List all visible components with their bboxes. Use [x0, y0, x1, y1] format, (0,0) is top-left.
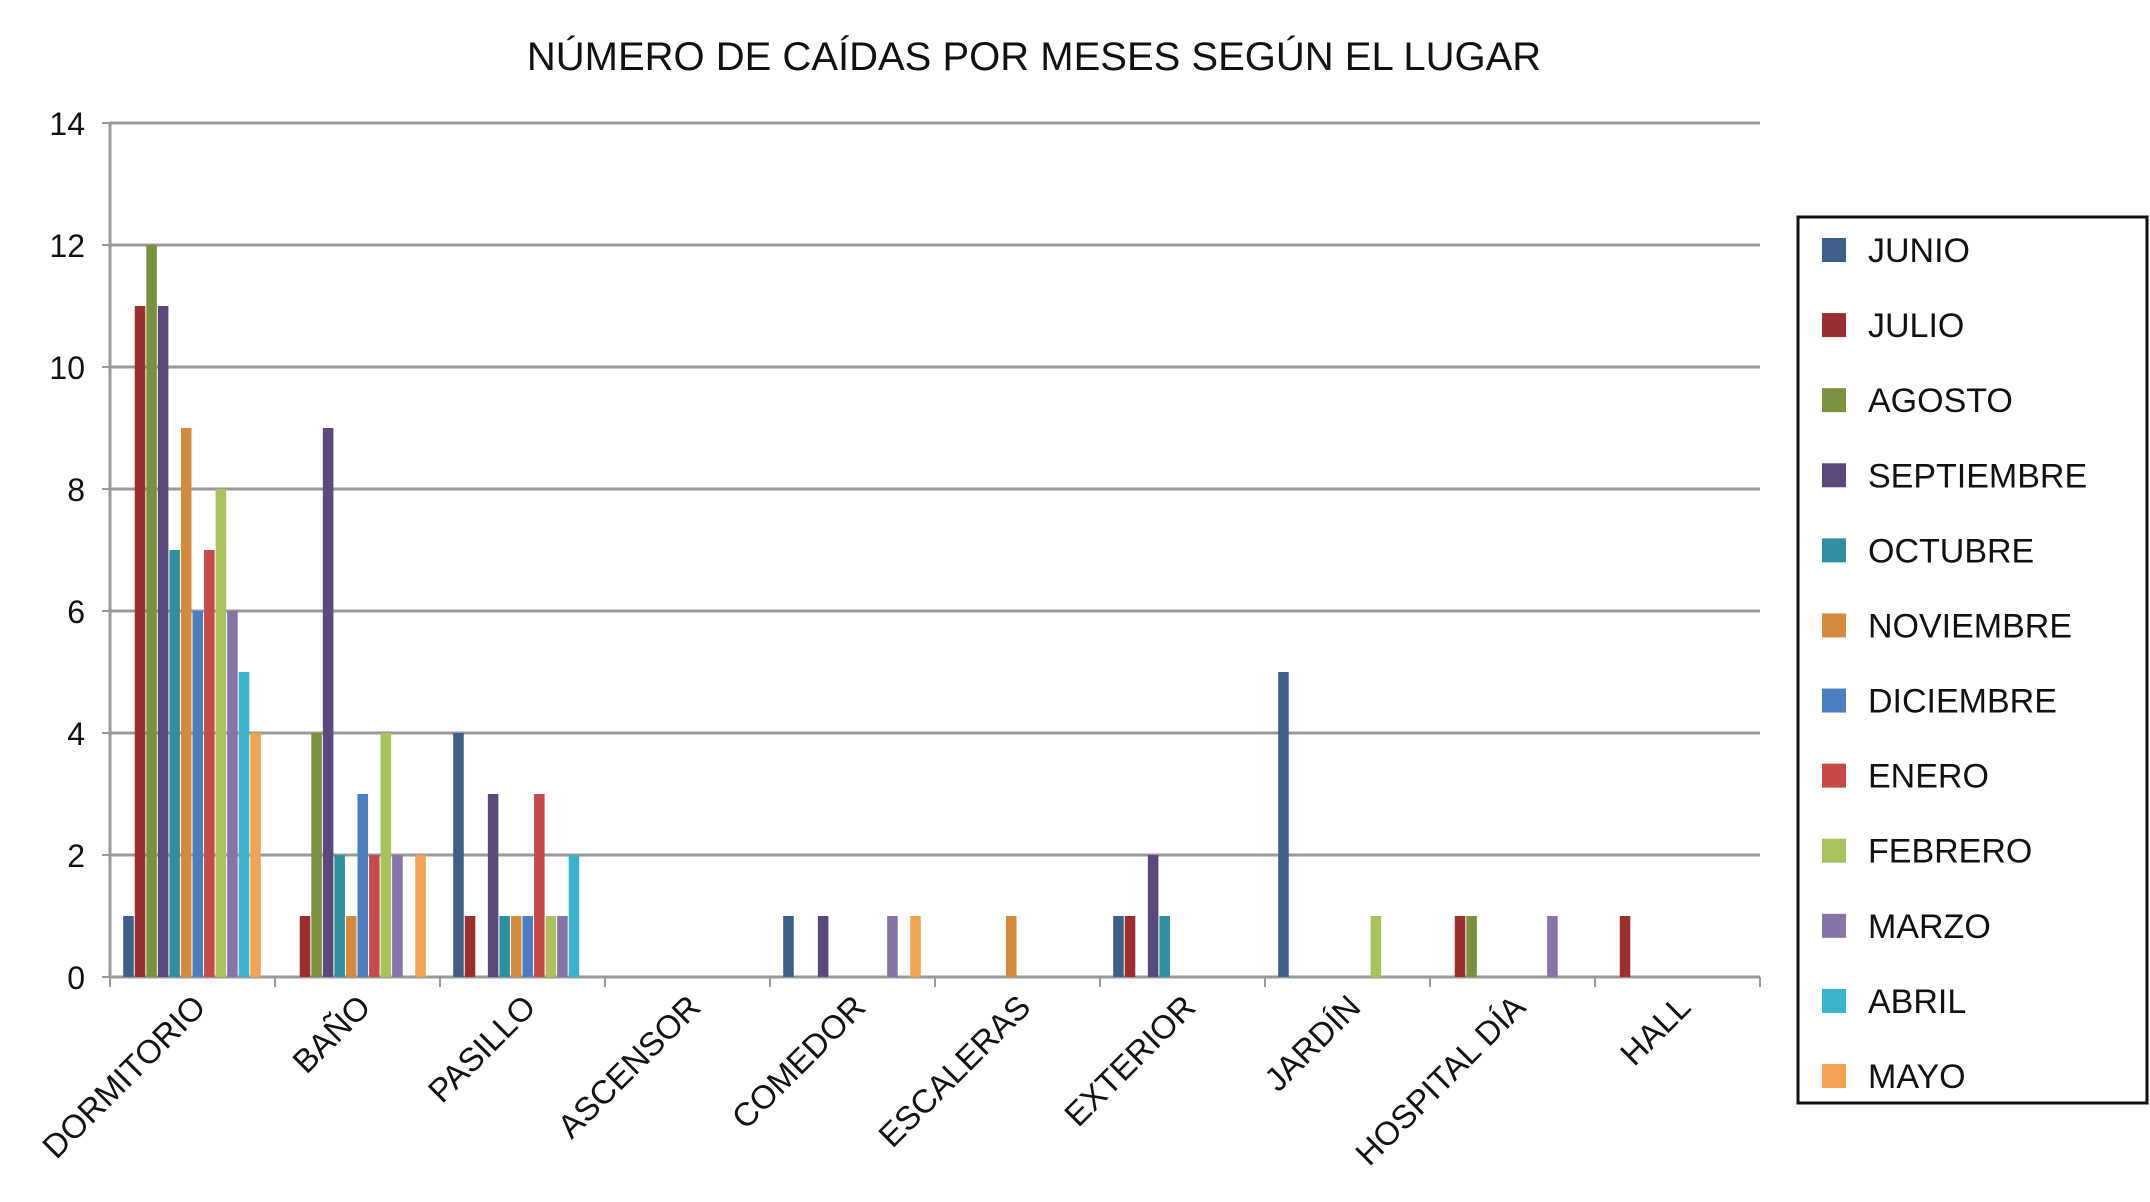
bar [204, 550, 215, 977]
bar [568, 855, 580, 977]
legend-swatch [1822, 313, 1846, 338]
bar [1619, 916, 1631, 977]
bar [192, 611, 204, 977]
bar [392, 855, 403, 977]
bar [1466, 916, 1477, 977]
y-tick-labels: 0 2 4 6 8 10 12 14 [49, 106, 110, 996]
legend-box [1796, 215, 2149, 1105]
bar [1547, 916, 1558, 977]
bar [1124, 916, 1136, 977]
legend-label: ENERO [1868, 758, 1989, 796]
bar [487, 794, 499, 977]
bar [238, 672, 250, 977]
bar [250, 733, 261, 977]
bar [1005, 916, 1017, 977]
bar [817, 916, 829, 977]
bar [522, 916, 534, 977]
bar [169, 550, 180, 977]
legend-swatch [1822, 838, 1846, 863]
legend-label: FEBRERO [1868, 833, 2032, 871]
bar [783, 916, 794, 977]
bar [1370, 916, 1382, 977]
legend-label: MAYO [1868, 1058, 1966, 1096]
bar [1278, 672, 1289, 977]
legend-swatch [1822, 388, 1846, 413]
y-tick-label: 2 [67, 838, 85, 874]
bar-group [123, 245, 1631, 977]
bar [227, 611, 238, 977]
bar [322, 428, 334, 977]
legend: JUNIO JULIO AGOSTO SEPTIEMBRE OCTUBRE NOVIEMB… [1796, 215, 2149, 1105]
bar [887, 916, 898, 977]
legend-label: JUNIO [1868, 232, 1970, 270]
legend-swatch [1822, 988, 1846, 1013]
bar [311, 733, 322, 977]
y-tick-label: 10 [49, 350, 85, 386]
bar [157, 306, 169, 977]
y-tick-label: 4 [67, 716, 85, 752]
bar [334, 855, 345, 977]
y-tick-label: 0 [67, 960, 85, 996]
legend-swatch [1822, 238, 1846, 262]
bar [453, 733, 464, 977]
legend-label: MARZO [1868, 908, 1991, 946]
bar [1159, 916, 1170, 977]
bar [357, 794, 369, 977]
bar [534, 794, 545, 977]
chart-title: NÚMERO DE CAÍDAS POR MESES SEGÚN EL LUGA… [527, 34, 1541, 79]
y-tick-label: 8 [67, 472, 85, 508]
legend-label: JULIO [1868, 307, 1964, 345]
bar [146, 245, 157, 977]
bar [1147, 855, 1159, 977]
legend-swatch [1822, 763, 1846, 788]
legend-label: OCTUBRE [1868, 532, 2034, 570]
bar [345, 916, 357, 977]
legend-swatch [1822, 1064, 1846, 1088]
bar [464, 916, 476, 977]
bar [499, 916, 510, 977]
legend-label: DICIEMBRE [1868, 683, 2057, 721]
bar [1454, 916, 1466, 977]
bar [557, 916, 568, 977]
bar [123, 916, 134, 977]
legend-swatch [1822, 913, 1846, 938]
legend-swatch [1822, 688, 1846, 713]
bar [180, 428, 192, 977]
y-tick-label: 12 [49, 228, 85, 264]
legend-label: AGOSTO [1868, 382, 2013, 420]
legend-label: SEPTIEMBRE [1868, 457, 2087, 495]
bar [545, 916, 557, 977]
bar [299, 916, 311, 977]
bar [380, 733, 392, 977]
bar [1113, 916, 1124, 977]
legend-swatch [1822, 463, 1846, 488]
bar [215, 489, 227, 977]
bar [134, 306, 146, 977]
legend-label: NOVIEMBRE [1868, 607, 2072, 645]
y-tick-label: 6 [67, 594, 85, 630]
legend-swatch [1822, 538, 1846, 563]
bar [369, 855, 380, 977]
legend-label: ABRIL [1868, 983, 1966, 1021]
bar [910, 916, 921, 977]
bar [510, 916, 522, 977]
y-tick-label: 14 [49, 106, 85, 142]
bar [415, 855, 426, 977]
legend-swatch [1822, 613, 1846, 638]
